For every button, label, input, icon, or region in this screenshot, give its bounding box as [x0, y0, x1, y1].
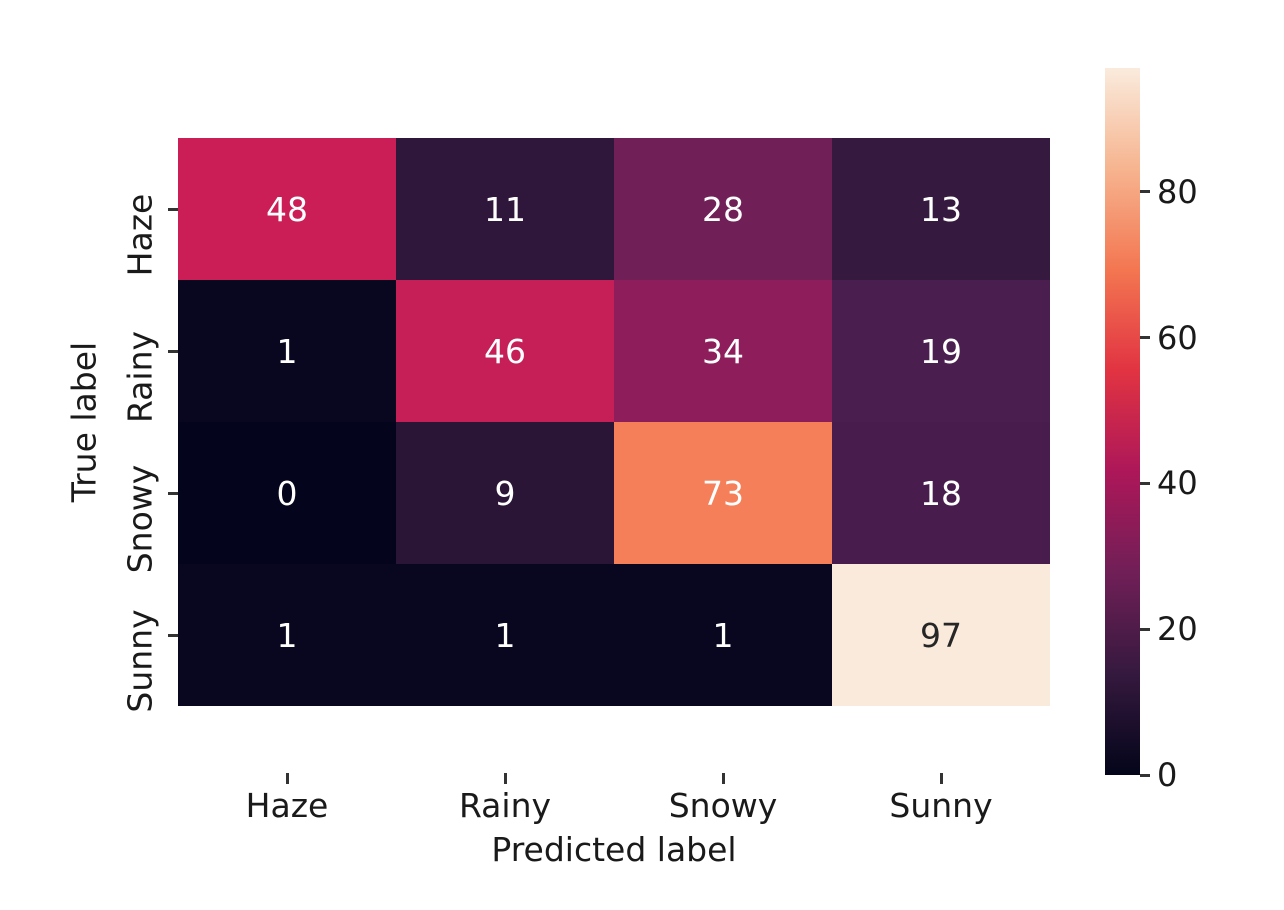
colorbar [1105, 68, 1140, 775]
x-tick-label-rainy: Rainy [458, 786, 552, 825]
heatmap-cell-snowy-sunny: 18 [832, 422, 1050, 564]
y-axis-title: True label [64, 341, 104, 503]
heatmap-cell-snowy-rainy: 9 [396, 422, 614, 564]
heatmap-cell-sunny-sunny: 97 [832, 564, 1050, 706]
x-tick-mark [503, 773, 507, 784]
heatmap-cell-sunny-haze: 1 [178, 564, 396, 706]
colorbar-tick-label: 80 [1157, 172, 1198, 211]
x-tick-label-snowy: Snowy [668, 786, 778, 825]
x-tick-label-haze: Haze [245, 786, 329, 825]
y-tick-label-rainy: Rainy [120, 330, 160, 424]
colorbar-tick-mark [1140, 627, 1150, 631]
x-tick-label-sunny: Sunny [889, 786, 993, 825]
cell-value: 97 [920, 615, 962, 655]
colorbar-tick-mark [1140, 773, 1150, 777]
y-tick-mark [168, 207, 178, 211]
y-tick-mark [168, 633, 178, 637]
heatmap-cell-rainy-rainy: 46 [396, 280, 614, 422]
heatmap-cell-snowy-snowy: 73 [614, 422, 832, 564]
cell-value: 28 [702, 189, 744, 229]
colorbar-tick-mark [1140, 336, 1150, 340]
colorbar-tick-label: 40 [1157, 464, 1198, 503]
cell-value: 9 [494, 473, 516, 513]
cell-value: 1 [276, 331, 298, 371]
cell-value: 11 [484, 189, 526, 229]
y-tick-mark [168, 349, 178, 353]
heatmap-cell-rainy-haze: 1 [178, 280, 396, 422]
cell-value: 48 [266, 189, 308, 229]
x-tick-mark [939, 773, 943, 784]
heatmap-cell-haze-sunny: 13 [832, 138, 1050, 280]
cell-value: 0 [276, 473, 298, 513]
cell-value: 73 [702, 473, 744, 513]
y-tick-mark [168, 491, 178, 495]
colorbar-tick-label: 20 [1157, 610, 1198, 649]
cell-value: 46 [484, 331, 526, 371]
x-axis-title: Predicted label [491, 830, 737, 869]
cell-value: 34 [702, 331, 744, 371]
heatmap-cell-sunny-rainy: 1 [396, 564, 614, 706]
heatmap-cell-snowy-haze: 0 [178, 422, 396, 564]
y-tick-label-sunny: Sunny [120, 609, 160, 713]
cell-value: 19 [920, 331, 962, 371]
heatmap-cell-sunny-snowy: 1 [614, 564, 832, 706]
y-tick-label-haze: Haze [120, 193, 160, 277]
cell-value: 13 [920, 189, 962, 229]
heatmap-cell-rainy-sunny: 19 [832, 280, 1050, 422]
cell-value: 1 [494, 615, 516, 655]
x-tick-mark [285, 773, 289, 784]
cell-value: 1 [276, 615, 298, 655]
colorbar-tick-mark [1140, 190, 1150, 194]
x-tick-mark [721, 773, 725, 784]
heatmap-grid: 48 11 28 13 1 46 34 19 0 9 73 18 1 1 1 97 [178, 138, 1050, 706]
cell-value: 18 [920, 473, 962, 513]
colorbar-tick-mark [1140, 481, 1150, 485]
heatmap-cell-rainy-snowy: 34 [614, 280, 832, 422]
colorbar-tick-label: 0 [1157, 756, 1178, 794]
y-tick-label-snowy: Snowy [120, 464, 160, 574]
heatmap-cell-haze-haze: 48 [178, 138, 396, 280]
colorbar-tick-label: 60 [1157, 318, 1198, 357]
heatmap-cell-haze-rainy: 11 [396, 138, 614, 280]
cell-value: 1 [712, 615, 734, 655]
heatmap-cell-haze-snowy: 28 [614, 138, 832, 280]
